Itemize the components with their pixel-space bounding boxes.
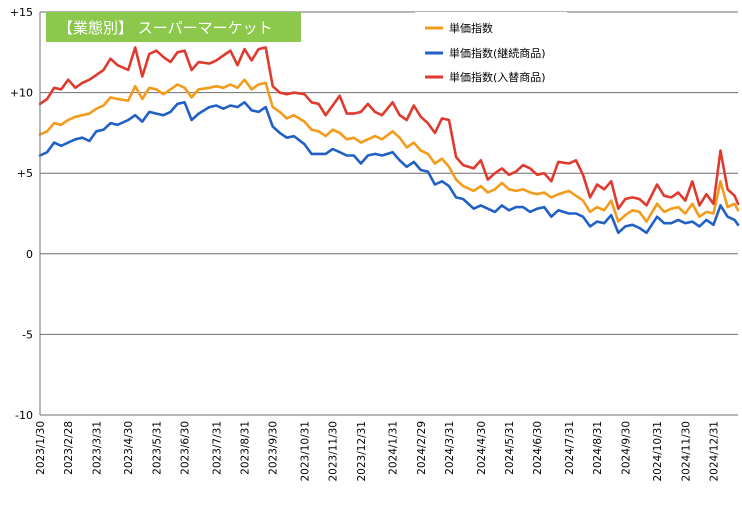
y-tick-label: 0	[26, 248, 33, 261]
chart-title-box: 【業態別】 スーパーマーケット	[46, 12, 301, 42]
legend-item-1: 単価指数(継続商品)	[425, 46, 546, 60]
x-tick-label: 2023/8/31	[240, 421, 252, 475]
x-tick-label: 2023/4/30	[123, 421, 135, 475]
series-line-0	[38, 78, 740, 223]
legend-item-0: 単価指数	[425, 21, 493, 35]
y-tick-label: +10	[10, 87, 33, 100]
x-tick-label: 2023/3/31	[91, 421, 103, 475]
series-line-1	[38, 101, 740, 235]
y-tick-labels: +15 +10 +5 0 -5 -10	[10, 6, 33, 422]
chart-title: 【業態別】 スーパーマーケット	[58, 19, 273, 37]
y-tick-label: -10	[15, 409, 33, 422]
x-tick-label: 2023/11/30	[328, 421, 340, 482]
legend-label-0: 単価指数	[449, 21, 493, 35]
x-tick-label: 2024/8/31	[592, 421, 604, 475]
series-line-2	[38, 46, 740, 210]
x-tick-label: 2024/9/30	[620, 421, 632, 475]
y-tick-label: -5	[22, 328, 33, 341]
x-tick-label: 2024/1/31	[388, 421, 400, 475]
x-tick-label: 2024/5/31	[504, 421, 516, 475]
x-tick-label: 2024/6/30	[532, 421, 544, 475]
x-tick-label: 2023/7/31	[211, 421, 223, 475]
legend-label-1: 単価指数(継続商品)	[449, 46, 546, 60]
x-tick-label: 2023/9/30	[268, 421, 280, 475]
x-tick-label: 2024/3/31	[444, 421, 456, 475]
series-layer	[38, 46, 740, 235]
x-tick-label: 2023/1/30	[35, 421, 47, 475]
legend-label-2: 単価指数(入替商品)	[449, 70, 546, 84]
x-tick-label: 2023/6/30	[180, 421, 192, 475]
x-tick-label: 2024/2/29	[416, 421, 428, 475]
title-background	[46, 12, 301, 42]
x-tick-label: 2023/2/28	[63, 421, 75, 475]
legend: 単価指数 単価指数(継続商品) 単価指数(入替商品)	[415, 12, 567, 90]
x-tick-label: 2024/11/30	[680, 421, 692, 482]
x-tick-label: 2023/12/31	[356, 421, 368, 482]
x-tick-label: 2024/12/31	[708, 421, 720, 482]
x-tick-label: 2023/10/31	[299, 421, 311, 482]
y-tick-label: +15	[10, 6, 33, 19]
x-tick-label: 2024/7/31	[564, 421, 576, 475]
x-tick-label: 2024/10/31	[652, 421, 664, 482]
x-tick-label: 2023/5/31	[151, 421, 163, 475]
x-tick-label: 2024/4/30	[476, 421, 488, 475]
legend-item-2: 単価指数(入替商品)	[425, 70, 546, 84]
y-tick-label: +5	[17, 167, 33, 180]
x-tick-labels: 2023/1/30 2023/2/28 2023/3/31 2023/4/30 2023…	[35, 421, 720, 482]
